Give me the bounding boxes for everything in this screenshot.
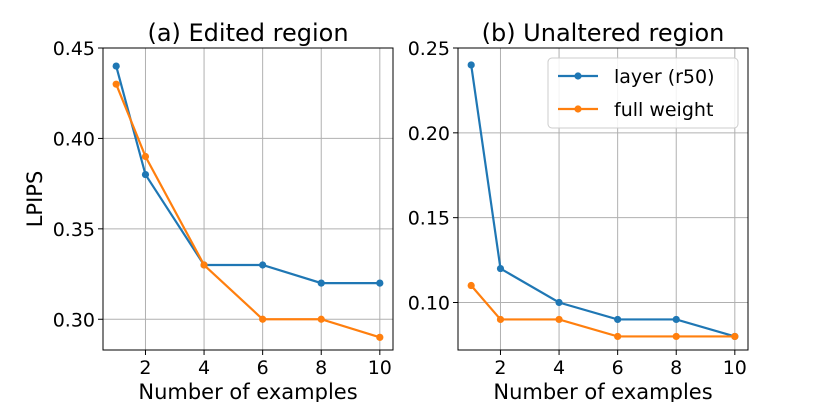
panel2-x-tick-label: 4 — [553, 357, 565, 379]
panel2-data-point — [614, 332, 622, 341]
panel1-title: (a) Edited region — [147, 19, 348, 47]
panel1-y-tick-label: 0.40 — [53, 128, 95, 150]
panel1-data-point — [317, 315, 325, 323]
panel1-y-axis-label: LPIPS — [23, 171, 47, 228]
panel1-x-tick-label: 2 — [139, 357, 151, 379]
panel2-data-point — [496, 315, 505, 324]
panel2-series-line-full-weight — [470, 284, 735, 338]
chart-unaltered-region: 2 4 6 8 10 0.10 0.15 0.20 0.25 (b) Unaltered regi… — [408, 19, 749, 402]
legend-marker-layer — [574, 72, 582, 80]
panel1-x-tick-label: 6 — [257, 357, 269, 379]
panel1-data-point — [317, 279, 325, 287]
panel1-x-axis-label: Number of examples — [138, 380, 357, 402]
panel2-x-tick-label: 6 — [612, 357, 624, 379]
panel1-plot-frame — [102, 47, 394, 351]
panel1-series-line-layer — [115, 65, 380, 285]
panel1-data-point — [200, 261, 208, 269]
panel2-data-point — [555, 298, 563, 307]
panel2-data-point — [731, 332, 739, 341]
panel2-y-tick-label: 0.25 — [408, 38, 450, 60]
panel1-y-tick-label: 0.35 — [53, 219, 95, 241]
panel2-data-point — [467, 281, 475, 290]
panel2-data-point — [496, 264, 505, 273]
panel1-data-point — [141, 170, 150, 179]
legend-label-full-weight: full weight — [614, 99, 713, 121]
panel1-data-point — [259, 261, 267, 269]
panel1-x-tick-label: 10 — [368, 357, 392, 379]
panel1-data-point — [376, 333, 384, 341]
panel2-data-point — [467, 61, 475, 69]
panel2-data-point — [672, 332, 680, 341]
panel1-x-tick-label: 4 — [198, 357, 210, 379]
panel2-y-tick-label: 0.20 — [408, 123, 450, 145]
panel1-data-point — [112, 62, 120, 70]
panel2-x-tick-label: 10 — [723, 357, 747, 379]
panel2-title: (b) Unaltered region — [482, 19, 725, 47]
panel2-plot-frame — [457, 47, 749, 351]
panel2-x-tick-label: 2 — [494, 357, 506, 379]
panel1-x-tick-label: 8 — [315, 357, 327, 379]
panel1-data-point — [141, 152, 150, 161]
legend-label-layer: layer (r50) — [614, 66, 715, 88]
panel2-y-tick-label: 0.15 — [408, 208, 450, 230]
panel2-x-tick-label: 8 — [670, 357, 682, 379]
chart-edited-region: 2 4 6 8 10 0.30 0.35 0.40 0.45 (a) Edited region N… — [23, 19, 394, 402]
panel1-y-tick-label: 0.30 — [53, 309, 95, 331]
panel2-data-point — [555, 315, 563, 324]
panel2-series-line-layer — [470, 64, 736, 338]
legend: layer (r50) full weight — [547, 57, 739, 129]
legend-marker-full-weight — [574, 105, 582, 113]
panel1-y-tick-label: 0.45 — [53, 38, 95, 60]
panel2-data-point — [614, 315, 622, 324]
panel2-x-axis-label: Number of examples — [493, 380, 712, 402]
panel2-y-tick-label: 0.10 — [408, 292, 450, 314]
panel1-data-point — [376, 279, 384, 287]
panel1-data-point — [112, 80, 120, 88]
panel1-series-line-full-weight — [115, 83, 381, 339]
panel2-data-point — [672, 315, 680, 324]
panel1-data-point — [259, 315, 267, 323]
